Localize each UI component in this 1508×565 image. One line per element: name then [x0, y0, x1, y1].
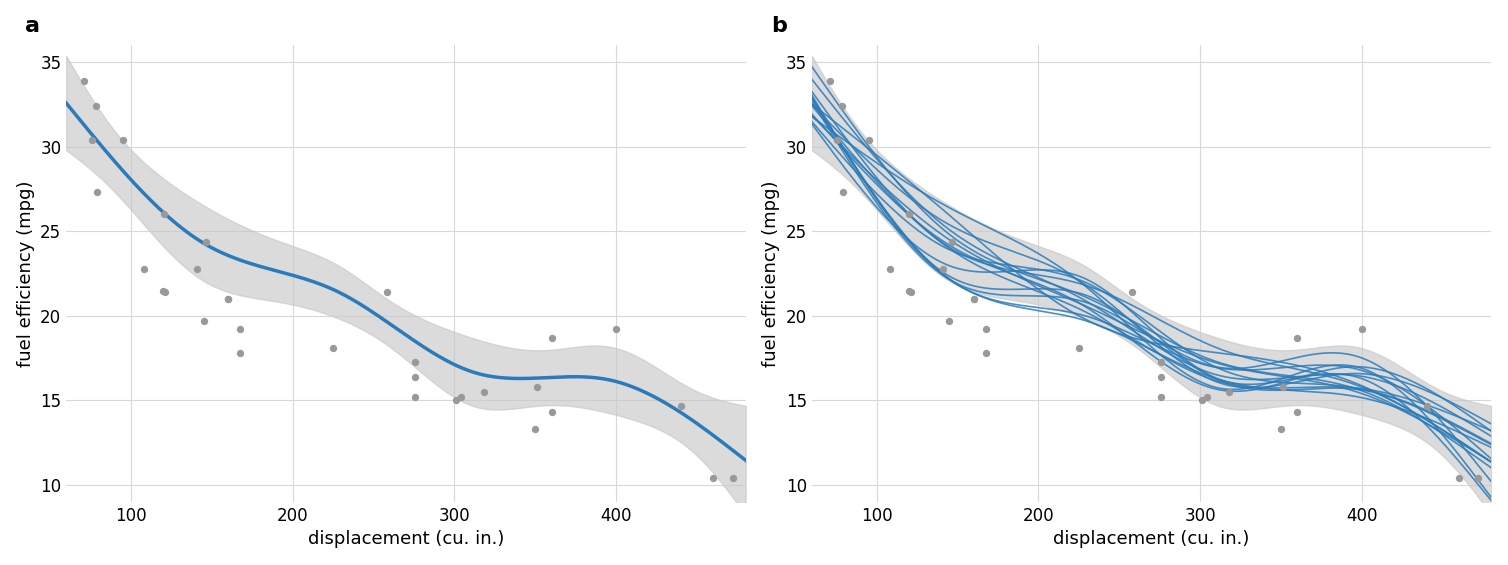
Point	[1217, 388, 1241, 397]
Point	[80, 136, 104, 145]
Point	[878, 264, 902, 273]
Point	[1149, 393, 1173, 402]
X-axis label: displacement (cu. in.): displacement (cu. in.)	[308, 531, 504, 549]
Point	[974, 325, 998, 334]
X-axis label: displacement (cu. in.): displacement (cu. in.)	[1054, 531, 1250, 549]
Point	[374, 288, 398, 297]
Point	[540, 333, 564, 342]
Point	[1149, 357, 1173, 366]
Point	[721, 473, 745, 483]
Point	[817, 76, 841, 85]
Point	[1350, 325, 1374, 334]
Point	[605, 325, 629, 334]
Point	[152, 288, 176, 297]
Point	[1285, 408, 1309, 417]
Point	[84, 102, 109, 111]
Point	[825, 136, 849, 145]
Point	[962, 294, 986, 303]
Point	[321, 344, 345, 353]
Point	[151, 286, 175, 295]
Point	[1190, 396, 1214, 405]
Point	[216, 294, 240, 303]
Point	[1285, 333, 1309, 342]
Point	[1466, 473, 1490, 483]
Point	[1446, 473, 1470, 483]
Point	[670, 401, 694, 410]
Point	[131, 264, 155, 273]
Point	[897, 286, 921, 295]
Point	[525, 383, 549, 392]
Point	[1268, 425, 1292, 434]
Point	[857, 136, 881, 145]
Point	[829, 102, 854, 111]
Point	[1066, 344, 1090, 353]
Point	[899, 288, 923, 297]
Point	[1149, 372, 1173, 381]
Point	[701, 473, 725, 483]
Point	[84, 188, 109, 197]
Text: b: b	[771, 16, 787, 36]
Point	[939, 237, 964, 246]
Point	[195, 237, 219, 246]
Point	[938, 316, 962, 325]
Point	[523, 425, 547, 434]
Point	[228, 349, 252, 358]
Point	[1415, 401, 1439, 410]
Point	[472, 388, 496, 397]
Point	[449, 393, 474, 402]
Point	[1271, 383, 1295, 392]
Point	[185, 264, 210, 273]
Point	[403, 357, 427, 366]
Point	[403, 393, 427, 402]
Point	[897, 210, 921, 219]
Point	[72, 76, 97, 85]
Point	[152, 210, 176, 219]
Y-axis label: fuel efficiency (mpg): fuel efficiency (mpg)	[17, 180, 35, 367]
Point	[443, 396, 467, 405]
Point	[974, 349, 998, 358]
Point	[192, 316, 216, 325]
Point	[962, 294, 986, 303]
Point	[930, 264, 955, 273]
Point	[216, 294, 240, 303]
Point	[228, 325, 252, 334]
Point	[831, 188, 855, 197]
Y-axis label: fuel efficiency (mpg): fuel efficiency (mpg)	[763, 180, 780, 367]
Point	[1120, 288, 1145, 297]
Point	[112, 136, 136, 145]
Point	[403, 372, 427, 381]
Text: a: a	[26, 16, 41, 36]
Point	[540, 408, 564, 417]
Point	[1194, 393, 1218, 402]
